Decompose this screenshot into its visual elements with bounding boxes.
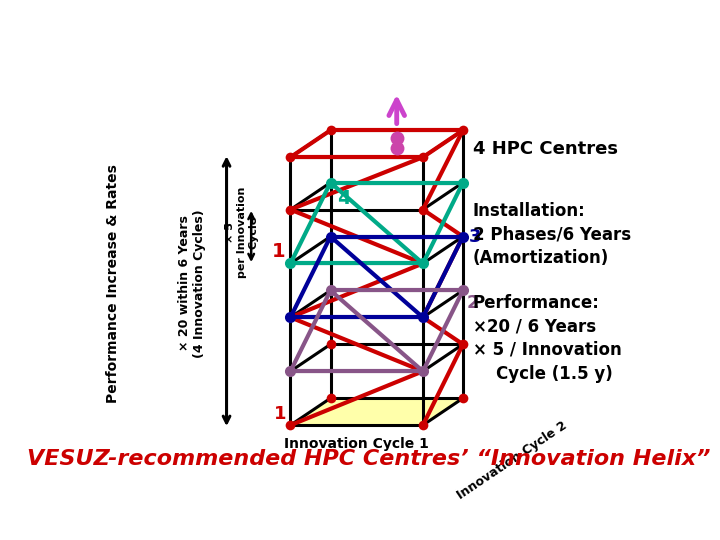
Text: 3: 3 — [469, 227, 482, 246]
Text: Innovation Cycle 1: Innovation Cycle 1 — [284, 437, 429, 451]
Text: Performance Increase & Rates: Performance Increase & Rates — [107, 164, 120, 403]
Text: Performance:
×20 / 6 Years
× 5 / Innovation
    Cycle (1.5 y): Performance: ×20 / 6 Years × 5 / Innovat… — [473, 294, 621, 382]
Text: × 20 within 6 Years
(4 Innovation Cycles): × 20 within 6 Years (4 Innovation Cycles… — [178, 209, 206, 358]
Text: 4: 4 — [337, 189, 351, 208]
Text: 1: 1 — [274, 405, 287, 423]
Text: Installation:
2 Phases/6 Years
(Amortization): Installation: 2 Phases/6 Years (Amortiza… — [473, 201, 631, 267]
Text: VESUZ-recommended HPC Centres’ “Innovation Helix”: VESUZ-recommended HPC Centres’ “Innovati… — [27, 449, 711, 469]
Text: × 5
per Innovation
Cycle: × 5 per Innovation Cycle — [225, 187, 258, 278]
Text: 4 HPC Centres: 4 HPC Centres — [473, 140, 618, 159]
Polygon shape — [290, 398, 463, 425]
Text: 2: 2 — [467, 294, 480, 312]
Text: Innovation Cycle 2: Innovation Cycle 2 — [454, 420, 570, 503]
Text: 1: 1 — [272, 242, 286, 261]
